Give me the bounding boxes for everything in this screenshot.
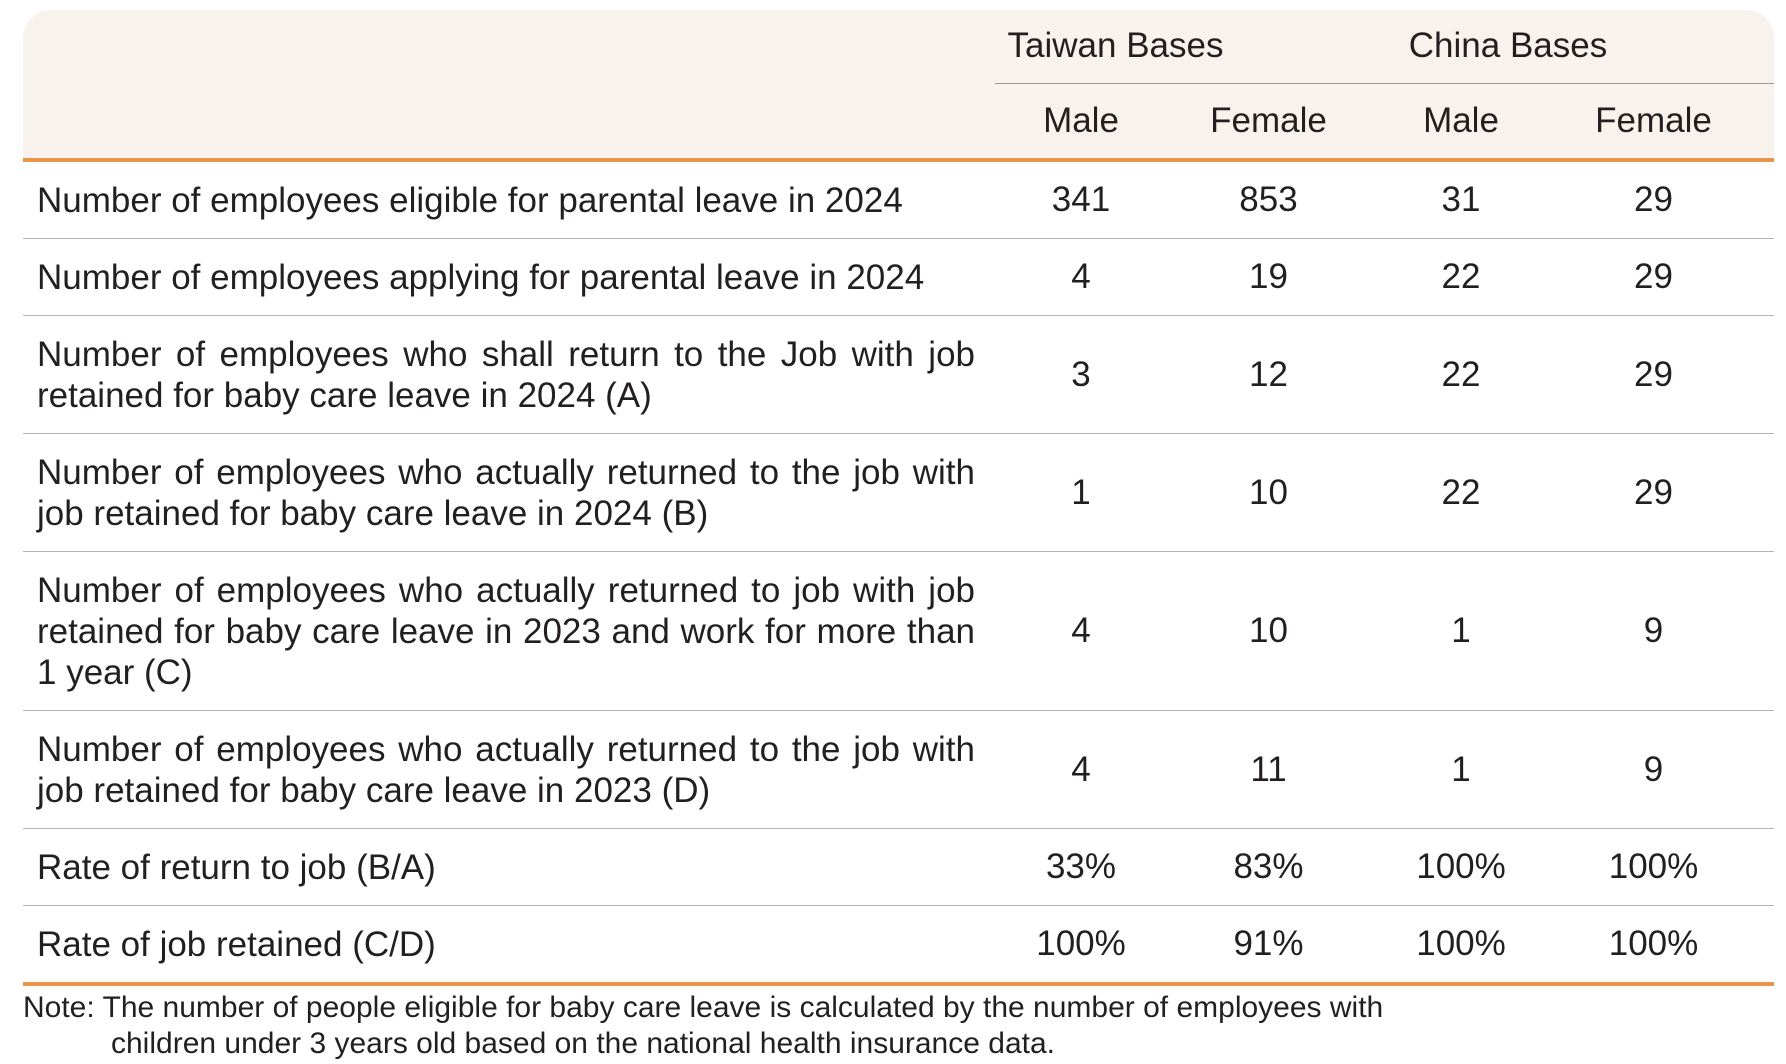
- row-label: Number of employees who actually returne…: [37, 452, 975, 533]
- row-label: Number of employees who shall return to …: [37, 334, 975, 415]
- cell-taiwan-female: 83%: [1233, 847, 1304, 886]
- cell-china-female: 100%: [1608, 924, 1699, 963]
- table-row: Number of employees applying for parenta…: [23, 239, 1774, 316]
- group-header-taiwan: Taiwan Bases: [1007, 26, 1224, 65]
- subheader-china-female: Female: [1595, 101, 1712, 140]
- row-label: Number of employees who actually returne…: [37, 570, 975, 692]
- cell-china-male: 22: [1441, 354, 1481, 394]
- cell-taiwan-male: 4: [1071, 749, 1091, 789]
- cell-china-male: 31: [1441, 180, 1481, 219]
- table-row: Number of employees eligible for parenta…: [23, 162, 1774, 239]
- subheader-taiwan-female: Female: [1210, 101, 1327, 140]
- row-label: Rate of return to job (B/A): [37, 847, 436, 887]
- cell-taiwan-female: 853: [1239, 180, 1298, 219]
- cell-taiwan-female: 19: [1249, 257, 1288, 296]
- cell-china-female: 29: [1634, 354, 1673, 394]
- table-row: Number of employees who actually returne…: [23, 711, 1774, 829]
- cell-taiwan-male: 4: [1071, 611, 1091, 650]
- table-row: Number of employees who actually returne…: [23, 552, 1774, 711]
- cell-china-female: 29: [1634, 257, 1673, 296]
- cell-china-female: 100%: [1608, 847, 1699, 886]
- group-header-china: China Bases: [1408, 26, 1608, 65]
- cell-taiwan-female: 10: [1249, 611, 1288, 650]
- row-label: Number of employees applying for parenta…: [37, 257, 925, 297]
- cell-china-male: 100%: [1416, 924, 1506, 963]
- cell-taiwan-female: 91%: [1233, 924, 1304, 963]
- cell-china-female: 9: [1643, 611, 1664, 650]
- cell-china-female: 29: [1634, 472, 1673, 512]
- note-line-2: children under 3 years old based on the …: [111, 1027, 1055, 1060]
- table-row: Rate of job retained (C/D) 100% 91% 100%…: [23, 906, 1774, 986]
- cell-taiwan-male: 100%: [1036, 924, 1126, 963]
- subheader-china-male: Male: [1423, 101, 1499, 140]
- cell-taiwan-female: 10: [1249, 472, 1288, 512]
- cell-china-male: 100%: [1416, 847, 1506, 886]
- cell-taiwan-male: 341: [1051, 180, 1111, 219]
- table-row: Rate of return to job (B/A) 33% 83% 100%…: [23, 829, 1774, 906]
- cell-china-female: 29: [1634, 180, 1673, 219]
- note-line-1: Note: The number of people eligible for …: [23, 991, 1384, 1024]
- table-row: Number of employees who shall return to …: [23, 316, 1774, 434]
- cell-china-male: 22: [1441, 472, 1481, 512]
- subheader-taiwan-male: Male: [1043, 101, 1119, 140]
- cell-taiwan-male: 3: [1071, 354, 1091, 394]
- parental-leave-table: Taiwan Bases China Bases Male Female Mal…: [23, 10, 1774, 986]
- table-note: Note: The number of people eligible for …: [23, 990, 1583, 1062]
- row-label: Rate of job retained (C/D): [37, 924, 436, 964]
- cell-taiwan-male: 33%: [1045, 847, 1117, 886]
- row-label: Number of employees who actually returne…: [37, 729, 975, 810]
- group-divider: [995, 83, 1774, 84]
- cell-taiwan-female: 12: [1249, 354, 1288, 394]
- cell-china-female: 9: [1643, 749, 1664, 789]
- cell-china-male: 22: [1441, 257, 1481, 296]
- table-header: Taiwan Bases China Bases Male Female Mal…: [23, 10, 1774, 162]
- row-label: Number of employees eligible for parenta…: [37, 180, 903, 220]
- cell-taiwan-male: 1: [1071, 472, 1091, 512]
- cell-china-male: 1: [1451, 611, 1471, 650]
- cell-taiwan-female: 11: [1250, 749, 1287, 789]
- cell-china-male: 1: [1451, 749, 1471, 789]
- table-row: Number of employees who actually returne…: [23, 434, 1774, 552]
- cell-taiwan-male: 4: [1071, 257, 1091, 296]
